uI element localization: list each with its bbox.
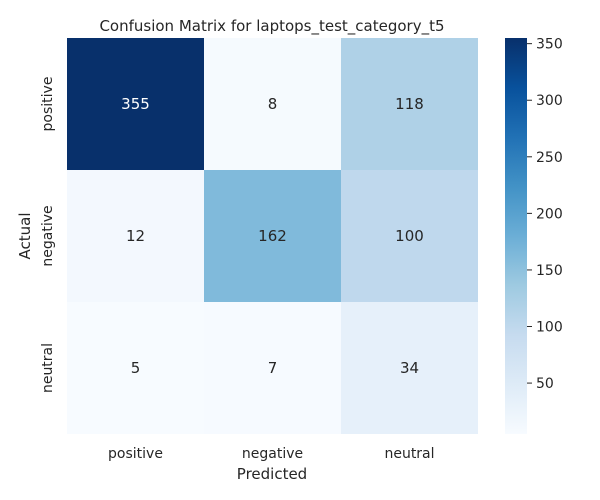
y-tick-labels: positive negative neutral bbox=[40, 77, 56, 394]
y-tick-label: neutral bbox=[40, 343, 56, 393]
colorbar-tick-label: 250 bbox=[536, 150, 563, 166]
cell-value-label: 7 bbox=[268, 359, 278, 377]
cell-value-label: 5 bbox=[131, 359, 141, 377]
colorbar-tick-label: 100 bbox=[536, 320, 563, 336]
cell-value-label: 118 bbox=[395, 95, 424, 113]
heatmap-cell bbox=[67, 170, 204, 302]
x-tick-label: negative bbox=[242, 446, 303, 462]
cell-value-label: 355 bbox=[121, 95, 150, 113]
heatmap-cell bbox=[341, 302, 478, 434]
y-axis-label: Actual bbox=[16, 213, 34, 260]
heatmap-cells: 355 8 118 12 162 100 5 7 34 bbox=[67, 38, 478, 434]
colorbar-tick-label: 300 bbox=[536, 93, 563, 109]
heatmap-cell bbox=[67, 38, 204, 170]
colorbar-tick-label: 150 bbox=[536, 263, 563, 279]
colorbar-tick-label: 50 bbox=[536, 376, 554, 392]
heatmap-cell bbox=[341, 170, 478, 302]
x-axis-label: Predicted bbox=[237, 465, 307, 483]
cell-value-label: 100 bbox=[395, 227, 424, 245]
cell-value-label: 12 bbox=[126, 227, 145, 245]
cell-value-label: 8 bbox=[268, 95, 278, 113]
x-tick-label: positive bbox=[108, 446, 163, 462]
y-tick-label: positive bbox=[40, 77, 56, 132]
heatmap-cell bbox=[204, 38, 341, 170]
y-tick-label: negative bbox=[40, 205, 56, 266]
heatmap-cell bbox=[341, 38, 478, 170]
colorbar-ticks: 50 100 150 200 250 300 350 bbox=[527, 37, 563, 392]
heatmap-cell bbox=[204, 170, 341, 302]
colorbar bbox=[505, 38, 527, 434]
cell-value-label: 162 bbox=[258, 227, 287, 245]
heatmap-cell bbox=[204, 302, 341, 434]
colorbar-tick-label: 350 bbox=[536, 37, 563, 53]
colorbar-tick-label: 200 bbox=[536, 206, 563, 222]
cell-value-label: 34 bbox=[400, 359, 419, 377]
heatmap-cell bbox=[67, 302, 204, 434]
x-tick-labels: positive negative neutral bbox=[108, 446, 435, 462]
chart-title: Confusion Matrix for laptops_test_catego… bbox=[99, 17, 444, 36]
x-tick-label: neutral bbox=[384, 446, 434, 462]
